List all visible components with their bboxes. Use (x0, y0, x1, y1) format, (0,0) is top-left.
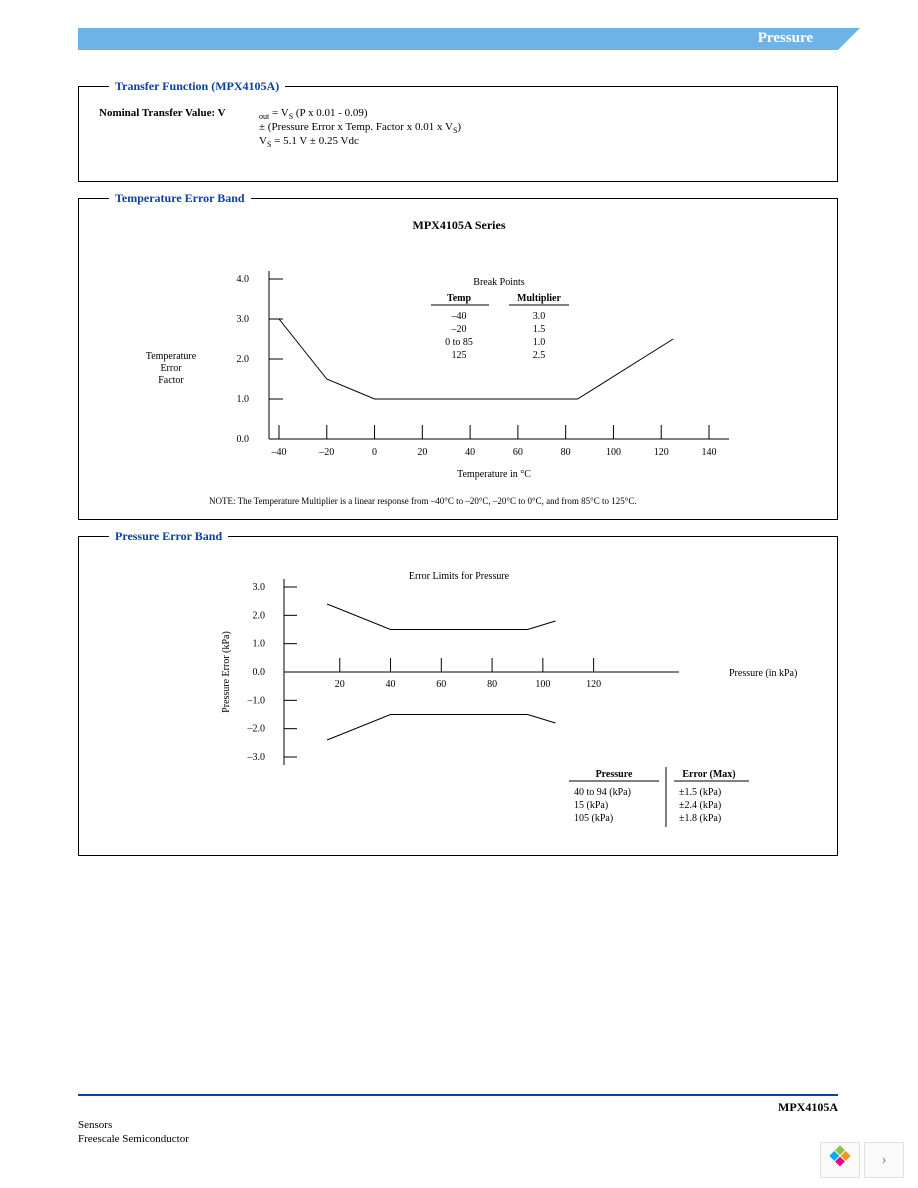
tf-eq2: ± (Pressure Error x Temp. Factor x 0.01 … (259, 121, 461, 135)
svg-text:Pressure (in kPa): Pressure (in kPa) (729, 668, 797, 679)
svg-text:–40: –40 (271, 447, 287, 458)
svg-text:Temperature in °C: Temperature in °C (457, 469, 531, 480)
transfer-function-panel: Transfer Function (MPX4105A) Nominal Tra… (78, 86, 838, 182)
svg-text:1.0: 1.0 (237, 394, 250, 405)
svg-text:0.0: 0.0 (237, 434, 250, 445)
transfer-function-body: Nominal Transfer Value: V out = VS (P x … (79, 87, 837, 164)
nav-next-button[interactable]: › (864, 1142, 904, 1178)
svg-text:40 to 94 (kPa): 40 to 94 (kPa) (574, 787, 631, 798)
svg-text:–20: –20 (451, 324, 467, 335)
svg-text:15 (kPa): 15 (kPa) (574, 800, 608, 811)
svg-text:Break Points: Break Points (473, 277, 524, 288)
tf-eq1: out = VS (P x 0.01 - 0.09) (259, 107, 368, 121)
footer-partnum: MPX4105A (778, 1100, 838, 1115)
svg-text:Factor: Factor (158, 375, 184, 386)
svg-text:100: 100 (535, 679, 550, 690)
svg-text:±2.4 (kPa): ±2.4 (kPa) (679, 800, 721, 811)
svg-text:–40: –40 (451, 311, 467, 322)
svg-text:0.0: 0.0 (253, 667, 266, 678)
footer-left: Sensors Freescale Semiconductor (78, 1118, 189, 1147)
svg-text:–2.0: –2.0 (247, 724, 266, 735)
svg-text:±1.5 (kPa): ±1.5 (kPa) (679, 787, 721, 798)
svg-text:Pressure Error (kPa): Pressure Error (kPa) (221, 631, 232, 713)
tf-eq3: VS = 5.1 V ± 0.25 Vdc (259, 135, 359, 149)
svg-text:Multiplier: Multiplier (517, 293, 561, 304)
svg-text:3.0: 3.0 (253, 582, 266, 593)
svg-text:40: 40 (386, 679, 396, 690)
footer-line2: Freescale Semiconductor (78, 1132, 189, 1146)
svg-text:140: 140 (702, 447, 717, 458)
svg-text:Pressure: Pressure (596, 769, 633, 780)
svg-text:40: 40 (465, 447, 475, 458)
svg-text:–20: –20 (318, 447, 334, 458)
svg-text:Error Limits for Pressure: Error Limits for Pressure (409, 571, 510, 582)
svg-text:125: 125 (452, 350, 467, 361)
svg-text:3.0: 3.0 (533, 311, 546, 322)
svg-text:–1.0: –1.0 (247, 695, 266, 706)
svg-text:NOTE: The Temperature Multipli: NOTE: The Temperature Multiplier is a li… (209, 496, 637, 506)
svg-text:105 (kPa): 105 (kPa) (574, 813, 613, 824)
press-error-title: Pressure Error Band (109, 529, 228, 544)
svg-text:Error: Error (160, 363, 182, 374)
tf-label: Nominal Transfer Value: V (99, 107, 259, 121)
svg-text:–3.0: –3.0 (247, 752, 266, 763)
temp-error-panel: Temperature Error Band MPX4105A Series0.… (78, 198, 838, 520)
svg-text:20: 20 (417, 447, 427, 458)
svg-text:80: 80 (561, 447, 571, 458)
svg-text:Temp: Temp (447, 293, 472, 304)
svg-text:120: 120 (654, 447, 669, 458)
press-error-panel: Pressure Error Band Error Limits for Pre… (78, 536, 838, 856)
svg-text:60: 60 (513, 447, 523, 458)
svg-text:0 to 85: 0 to 85 (445, 337, 473, 348)
svg-text:1.5: 1.5 (533, 324, 546, 335)
header-bar (78, 28, 838, 50)
svg-text:20: 20 (335, 679, 345, 690)
header-category: Pressure (758, 30, 813, 47)
svg-text:1.0: 1.0 (533, 337, 546, 348)
svg-text:0: 0 (372, 447, 377, 458)
svg-text:4.0: 4.0 (237, 274, 250, 285)
svg-text:2.0: 2.0 (253, 610, 266, 621)
press-chart: Error Limits for Pressure –3.0 –2.0 –1.0 0.0… (79, 537, 839, 857)
logo-icon (831, 1149, 849, 1172)
svg-text:80: 80 (487, 679, 497, 690)
svg-text:1.0: 1.0 (253, 639, 266, 650)
svg-text:Error (Max): Error (Max) (682, 769, 735, 780)
chevron-right-icon: › (881, 1151, 886, 1169)
svg-text:3.0: 3.0 (237, 314, 250, 325)
svg-text:±1.8 (kPa): ±1.8 (kPa) (679, 813, 721, 824)
svg-text:2.5: 2.5 (533, 350, 546, 361)
svg-text:MPX4105A Series: MPX4105A Series (413, 218, 506, 232)
svg-text:60: 60 (436, 679, 446, 690)
svg-text:Temperature: Temperature (146, 351, 197, 362)
footer-rule: MPX4105A Sensors Freescale Semiconductor (78, 1094, 838, 1096)
temp-chart: MPX4105A Series 0.0 1.0 2.0 3.0 4.0 Temperatur… (79, 199, 839, 521)
temp-error-title: Temperature Error Band (109, 191, 251, 206)
nav-logo-button[interactable] (820, 1142, 860, 1178)
svg-text:120: 120 (586, 679, 601, 690)
transfer-function-title: Transfer Function (MPX4105A) (109, 79, 285, 94)
footer-line1: Sensors (78, 1118, 189, 1132)
svg-text:100: 100 (606, 447, 621, 458)
svg-text:2.0: 2.0 (237, 354, 250, 365)
